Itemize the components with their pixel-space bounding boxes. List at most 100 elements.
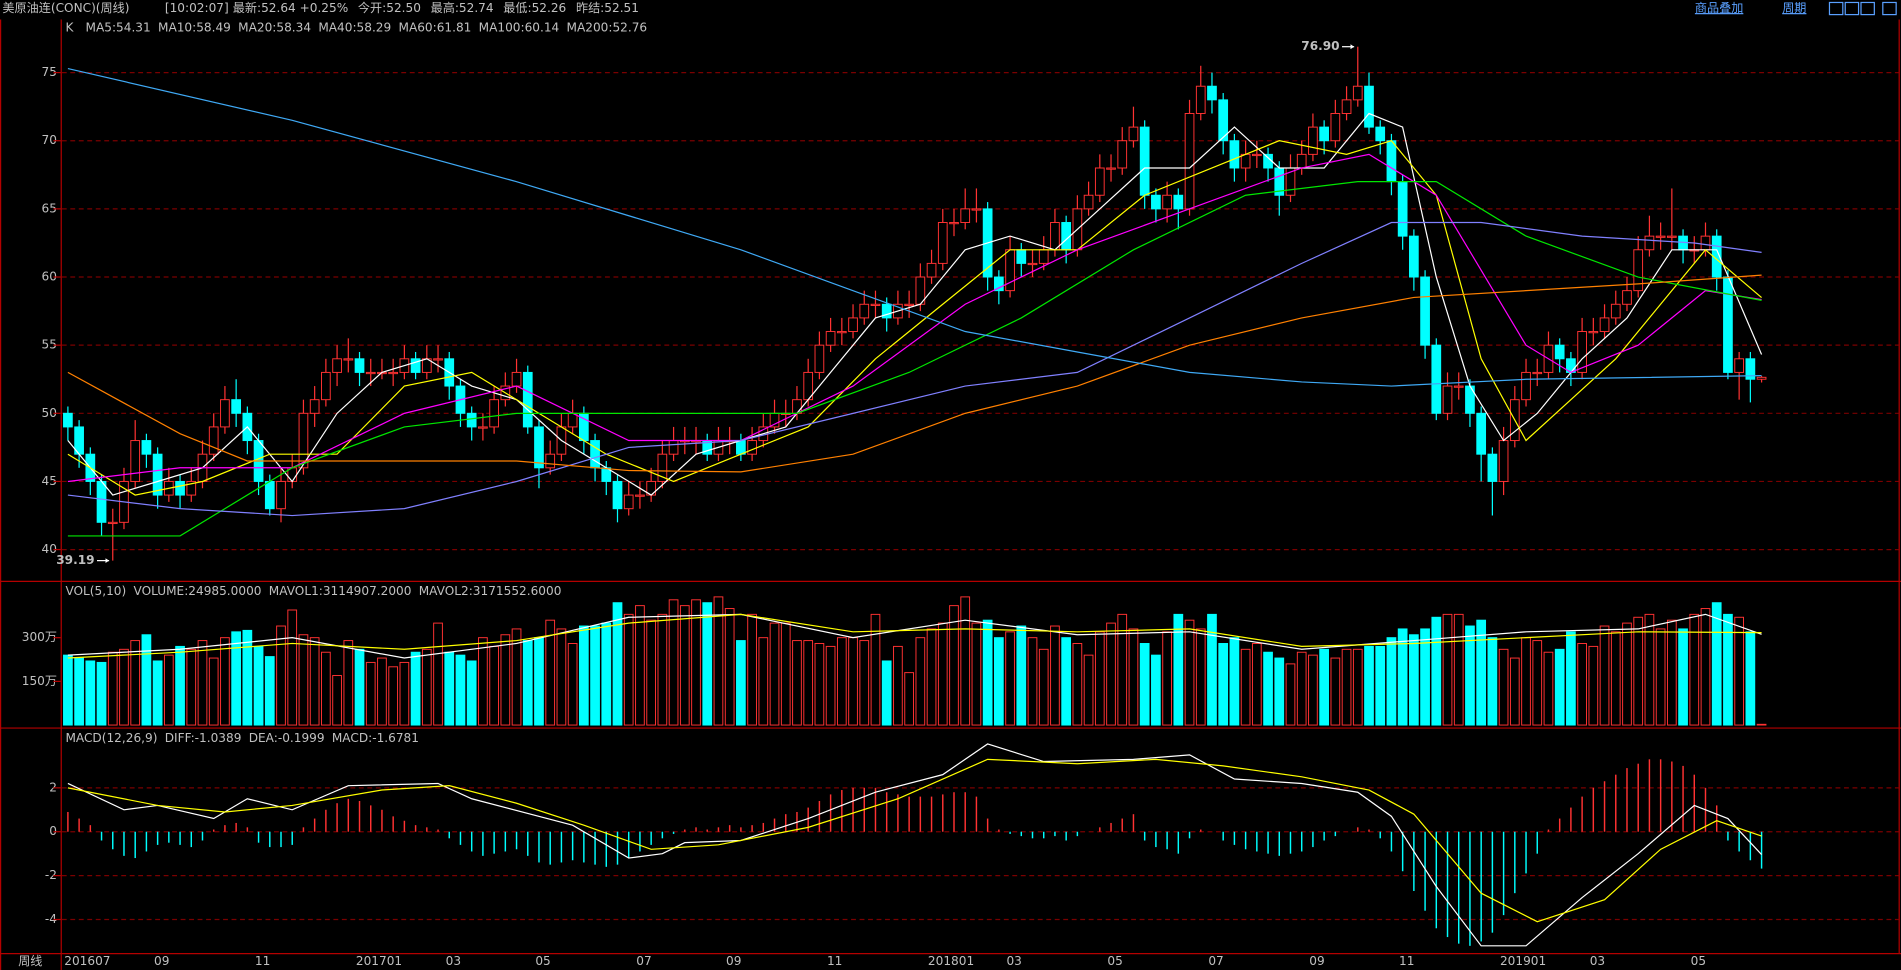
x-tick-label: 201607 <box>64 954 110 968</box>
candle-body <box>478 426 488 429</box>
y-tick-label: -2 <box>45 868 57 882</box>
window-buttons[interactable] <box>1828 1 1897 16</box>
candle-body <box>1341 99 1352 114</box>
volume-bar <box>1251 643 1262 726</box>
volume-bar <box>1319 648 1329 726</box>
volume-bar <box>1610 631 1621 726</box>
volume-bar <box>971 622 982 726</box>
volume-bar <box>1509 657 1520 726</box>
volume-bar <box>152 660 163 726</box>
volume-bar <box>780 622 791 726</box>
legend-value: MACD:-1.6781 <box>332 731 419 745</box>
volume-bar <box>1296 651 1307 726</box>
candle-body <box>1151 194 1161 210</box>
x-tick-label: 09 <box>154 954 169 968</box>
volume-bar <box>444 651 455 726</box>
candle-body <box>1139 126 1150 196</box>
volume-bar <box>1050 625 1060 726</box>
volume-bar <box>982 619 993 726</box>
candle-body <box>769 412 780 428</box>
volume-bar <box>1633 616 1644 726</box>
candle-body <box>1296 153 1307 169</box>
volume-bar <box>1083 654 1094 726</box>
candle-body <box>1106 167 1116 170</box>
candle-body <box>1364 85 1374 128</box>
indicator-line <box>67 153 1762 483</box>
x-tick-label: 07 <box>1208 954 1223 968</box>
candle-body <box>870 303 881 306</box>
candle-body <box>635 494 645 497</box>
quote-value: 52.74 <box>459 1 494 15</box>
legend-entry: MA20:58.34 <box>238 20 311 34</box>
volume-bar <box>455 654 466 726</box>
candle-body <box>993 276 1004 292</box>
volume-bar <box>1061 637 1072 726</box>
volume-bar <box>601 622 612 726</box>
period-link[interactable]: 周期 <box>1782 1 1806 15</box>
candle-body <box>1476 412 1487 455</box>
volume-bar <box>657 613 668 726</box>
candle-body <box>545 453 556 469</box>
candle-body <box>107 521 118 525</box>
volume-bar <box>1566 631 1576 726</box>
volume-bar <box>803 640 814 726</box>
x-tick-label: 07 <box>636 954 651 968</box>
button[interactable] <box>1860 1 1875 16</box>
volume-bar <box>1700 608 1711 726</box>
button[interactable] <box>1882 1 1897 16</box>
volume-bar <box>1465 625 1475 726</box>
legend-title: MACD(12,26,9) <box>65 731 157 745</box>
candle-body <box>1409 235 1419 278</box>
volume-bar <box>1162 631 1172 726</box>
volume-bar <box>1094 631 1105 726</box>
candle-body <box>276 480 286 510</box>
extreme-label: 76.90 <box>1301 39 1339 53</box>
legend-entry: MAVOL1:3114907.2000 <box>269 584 412 598</box>
candle-body <box>410 358 421 373</box>
volume-bar <box>1218 643 1229 726</box>
y-tick-label: 300万 <box>22 630 57 644</box>
candle-body <box>1442 385 1453 414</box>
legend-entry: DIFF:-1.0389 <box>165 731 242 745</box>
y-tick-label: 2 <box>49 780 57 794</box>
candle-body <box>309 399 320 414</box>
candle-body <box>1532 371 1543 375</box>
volume-bar <box>870 613 881 726</box>
volume-bar <box>1352 648 1363 726</box>
volume-bar <box>612 602 623 726</box>
button[interactable] <box>1844 1 1860 16</box>
button[interactable] <box>1828 1 1844 16</box>
legend-entry: MA60:61.81 <box>399 20 472 34</box>
volume-bar <box>175 645 185 726</box>
volume-bar <box>377 657 387 726</box>
y-tick-label: 55 <box>42 338 57 352</box>
candle-body <box>1128 126 1139 142</box>
indicator-line <box>67 181 1762 537</box>
x-tick-label: 11 <box>255 954 270 968</box>
candle-body <box>668 440 679 455</box>
volume-bar <box>668 599 679 726</box>
volume-bar <box>186 648 197 726</box>
y-tick-label: 75 <box>42 65 57 79</box>
overlay-link[interactable]: 商品叠加 <box>1695 0 1743 15</box>
volume-bar <box>848 637 858 726</box>
candle-body <box>881 303 892 319</box>
legend-entry: MA100:60.14 <box>479 20 560 34</box>
indicator-line <box>67 758 1762 923</box>
volume-bar <box>578 625 589 726</box>
volume-bar <box>1263 651 1273 726</box>
volume-bar <box>1745 631 1756 726</box>
candle-body <box>971 208 982 211</box>
x-tick-label: 03 <box>1590 954 1605 968</box>
quote-value: 52.51 <box>604 1 639 15</box>
x-tick-label: 201901 <box>1500 954 1546 968</box>
volume-bar <box>635 605 645 726</box>
volume-bar <box>1476 619 1487 726</box>
y-tick-label: 65 <box>42 201 57 215</box>
volume-bar <box>1554 648 1565 726</box>
candle-body <box>1038 249 1049 264</box>
candle-body <box>1117 140 1128 169</box>
volume-bar <box>365 661 376 726</box>
candle-body <box>321 371 331 401</box>
volume-bar <box>1655 628 1666 726</box>
